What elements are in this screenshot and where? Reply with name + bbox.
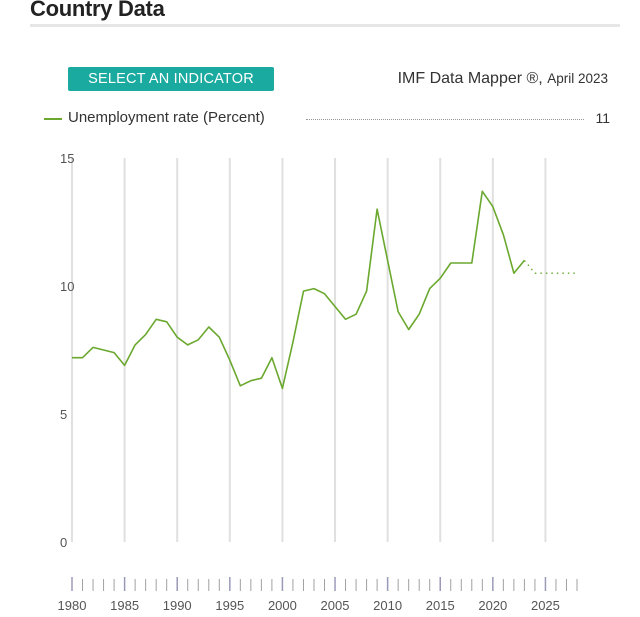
x-tick-label: 1995	[215, 598, 244, 613]
x-tick-label: 2025	[531, 598, 560, 613]
title-divider	[30, 24, 620, 27]
legend-label: Unemployment rate (Percent)	[68, 109, 265, 126]
y-tick-label: 15	[60, 151, 74, 166]
series-line	[72, 190, 526, 390]
brand-attribution: IMF Data Mapper ®, April 2023	[398, 70, 608, 88]
x-tick-label: 2020	[478, 598, 507, 613]
legend-value: 11	[595, 110, 610, 126]
select-indicator-button[interactable]: SELECT AN INDICATOR	[68, 67, 274, 91]
x-tick-label: 2010	[373, 598, 402, 613]
brand-edition: April 2023	[547, 71, 608, 86]
legend-leader	[306, 119, 584, 120]
legend-swatch	[44, 118, 62, 120]
chart-legend: Unemployment rate (Percent) 11	[44, 109, 610, 129]
x-tick-label: 1990	[163, 598, 192, 613]
x-tick-label: 2015	[426, 598, 455, 613]
x-tick-label: 2005	[321, 598, 350, 613]
brand-name: IMF Data Mapper ®,	[397, 70, 543, 87]
y-tick-label: 5	[60, 407, 67, 422]
y-tick-label: 10	[60, 279, 74, 294]
x-tick-label: 2000	[268, 598, 297, 613]
page-title: Country Data	[30, 0, 165, 21]
x-tick-label: 1985	[110, 598, 139, 613]
projection-line	[523, 259, 577, 274]
y-tick-label: 0	[60, 535, 67, 550]
x-tick-label: 1980	[58, 598, 87, 613]
